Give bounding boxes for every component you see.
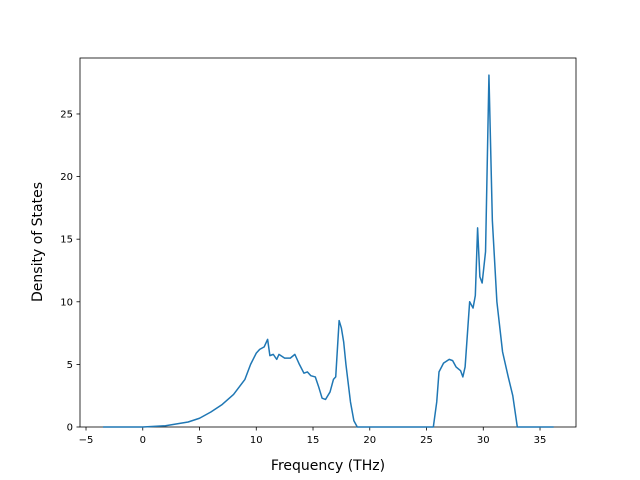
x-tick-label: 20 [363,435,376,446]
y-tick-label: 5 [67,360,73,371]
x-tick-label: −5 [79,435,94,446]
y-tick-label: 25 [60,109,73,120]
x-tick-label: 30 [477,435,490,446]
plot-frame [79,57,577,428]
x-tick-label: 35 [534,435,547,446]
x-tick-label: 25 [420,435,433,446]
y-tick-label: 20 [60,172,73,183]
line-series [103,74,554,428]
y-axis-label: Density of States [30,182,46,302]
y-tick-label: 10 [60,297,73,308]
x-axis-label: Frequency (THz) [271,458,385,474]
x-tick-label: 0 [140,435,146,446]
y-tick-label: 0 [67,423,73,434]
y-tick-label: 15 [60,235,73,246]
x-tick-label: 15 [307,435,320,446]
x-tick-label: 10 [250,435,263,446]
x-tick-label: 5 [196,435,202,446]
